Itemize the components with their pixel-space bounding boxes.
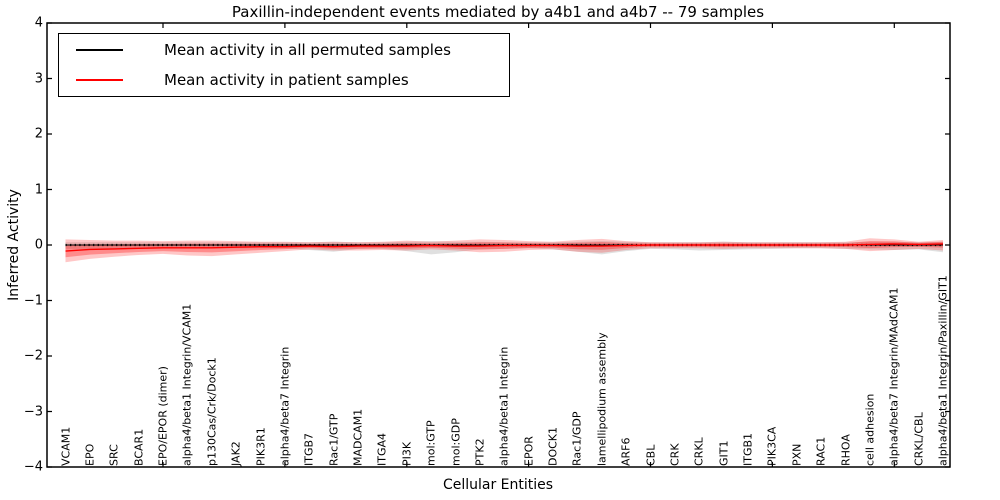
x-category-label: alpha4/beta1 Integrin/VCAM1	[180, 303, 194, 466]
x-category-label: PIK3R1	[254, 427, 267, 466]
y-tick-label: −4	[23, 459, 43, 475]
axis-ticks	[47, 22, 950, 468]
patient-mean-line	[65, 243, 944, 252]
x-category-label: ITGB7	[302, 432, 316, 466]
x-category-label: SRC	[107, 444, 121, 466]
legend: Mean activity in all permuted samples Me…	[58, 33, 510, 97]
x-category-label: EPO/EPOR (dimer)	[156, 366, 170, 466]
x-category-label: DOCK1	[546, 426, 560, 466]
x-category-label: p130Cas/Crk/Dock1	[205, 357, 219, 466]
x-category-label: alpha4/beta7 Integrin/MAdCAM1	[887, 287, 901, 466]
y-tick-label: −1	[23, 293, 43, 308]
x-category-label: VCAM1	[59, 426, 72, 466]
x-category-label: GIT1	[717, 440, 731, 467]
x-category-label: cell adhesion	[863, 393, 877, 466]
x-category-label: ARF6	[619, 437, 633, 467]
x-category-label: CRKL	[692, 437, 706, 466]
legend-item-patient: Mean activity in patient samples	[59, 66, 509, 94]
y-tick-label: −2	[23, 348, 43, 364]
x-category-label: JAK2	[229, 441, 243, 466]
legend-item-permuted: Mean activity in all permuted samples	[59, 36, 509, 64]
x-category-label: PI3K	[400, 441, 414, 466]
legend-line-permuted-icon	[76, 49, 123, 51]
x-category-label: PIK3CA	[765, 426, 779, 466]
legend-label-permuted: Mean activity in all permuted samples	[164, 41, 451, 59]
x-category-label: MADCAM1	[351, 408, 365, 466]
x-category-label: PTK2	[473, 438, 487, 466]
x-category-label: mol:GTP	[424, 420, 438, 466]
x-category-label: CBL	[644, 444, 657, 466]
x-category-label: Rac1/GDP	[570, 411, 584, 466]
x-category-label: alpha4/beta1 Integrin/Paxillin/GIT1	[936, 275, 950, 466]
x-category-label: RAC1	[814, 436, 828, 466]
x-category-label: PXN	[790, 443, 804, 466]
y-axis-label: Inferred Activity	[6, 189, 22, 301]
x-category-label: ITGB1	[741, 432, 755, 466]
x-category-label: CRK	[668, 443, 682, 466]
x-category-label: alpha4/beta1 Integrin	[497, 346, 511, 466]
x-category-label: EPO	[83, 443, 97, 466]
y-tick-label: 1	[34, 182, 43, 197]
y-tick-label: 3	[34, 71, 43, 86]
x-category-label: EPOR	[522, 436, 536, 466]
x-category-label: BCAR1	[132, 428, 146, 466]
y-tick-label: 4	[34, 15, 43, 31]
x-axis-label: Cellular Entities	[442, 477, 554, 493]
x-category-label: lamellipodium assembly	[595, 332, 609, 466]
y-tick-label: 0	[34, 237, 43, 253]
chart-title: Paxillin-independent events mediated by …	[231, 3, 765, 21]
x-category-label: mol:GDP	[449, 418, 462, 466]
y-tick-label: −3	[23, 404, 43, 419]
x-category-label: ITGA4	[375, 432, 389, 466]
x-category-label: Rac1/GTP	[327, 413, 341, 466]
legend-label-patient: Mean activity in patient samples	[164, 71, 409, 89]
y-tick-label: 2	[34, 126, 43, 142]
x-category-label: RHOA	[839, 434, 852, 466]
x-category-label: alpha4/beta7 Integrin	[278, 346, 292, 466]
x-category-label: CRKL/CBL	[912, 412, 926, 466]
legend-line-patient-icon	[76, 79, 123, 81]
